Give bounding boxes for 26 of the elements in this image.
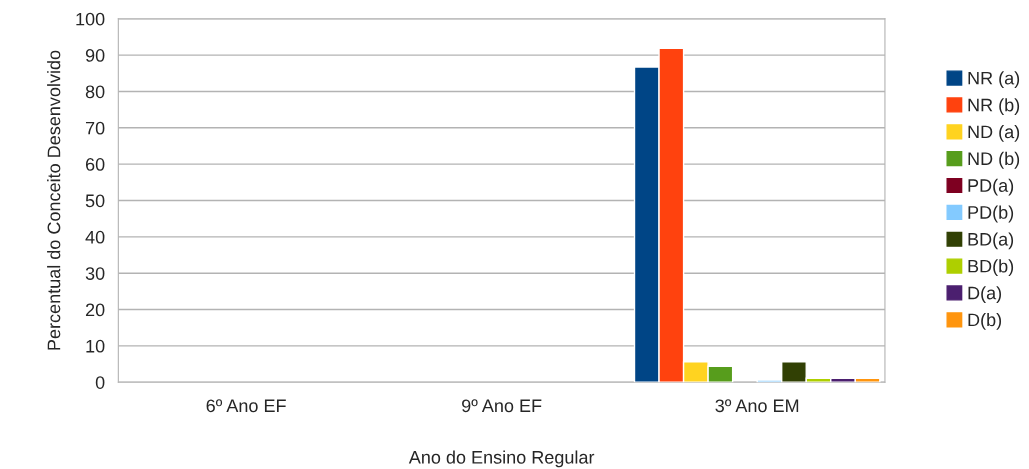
legend-label: BD(a) <box>968 232 1014 250</box>
y-tick-label: 90 <box>85 49 105 62</box>
legend-label: PD(a) <box>968 178 1014 196</box>
legend-label: D(a) <box>968 286 1002 303</box>
y-tick-label: 100 <box>76 12 105 26</box>
legend-label: BD(b) <box>968 259 1014 277</box>
y-axis-title: Percentual do Conceito Desenvolvido <box>47 50 61 350</box>
x-axis-title: Ano do Ensino Regular <box>408 450 595 468</box>
legend-label: ND (b) <box>968 151 1020 169</box>
y-tick-label: 70 <box>85 121 105 135</box>
x-tick-label: 6º Ano EF <box>206 399 286 413</box>
legend-label: D(b) <box>968 312 1002 330</box>
legend-label: NR (b) <box>968 98 1020 115</box>
legend-label: ND (a) <box>968 124 1020 142</box>
y-tick-label: 20 <box>85 303 105 317</box>
y-tick-label: 50 <box>85 194 105 208</box>
x-tick-label: 9º Ano EF <box>462 399 542 413</box>
y-tick-label: 60 <box>85 158 105 171</box>
y-tick-label: 80 <box>85 85 105 99</box>
legend-label: NR (a) <box>968 71 1020 89</box>
y-tick-label: 40 <box>85 230 105 244</box>
legend-label: PD(b) <box>968 205 1014 223</box>
y-tick-label: 10 <box>86 339 105 353</box>
x-tick-label: 3º Ano EM <box>715 399 799 413</box>
y-tick-label: 0 <box>95 376 105 389</box>
y-tick-label: 30 <box>85 267 105 280</box>
